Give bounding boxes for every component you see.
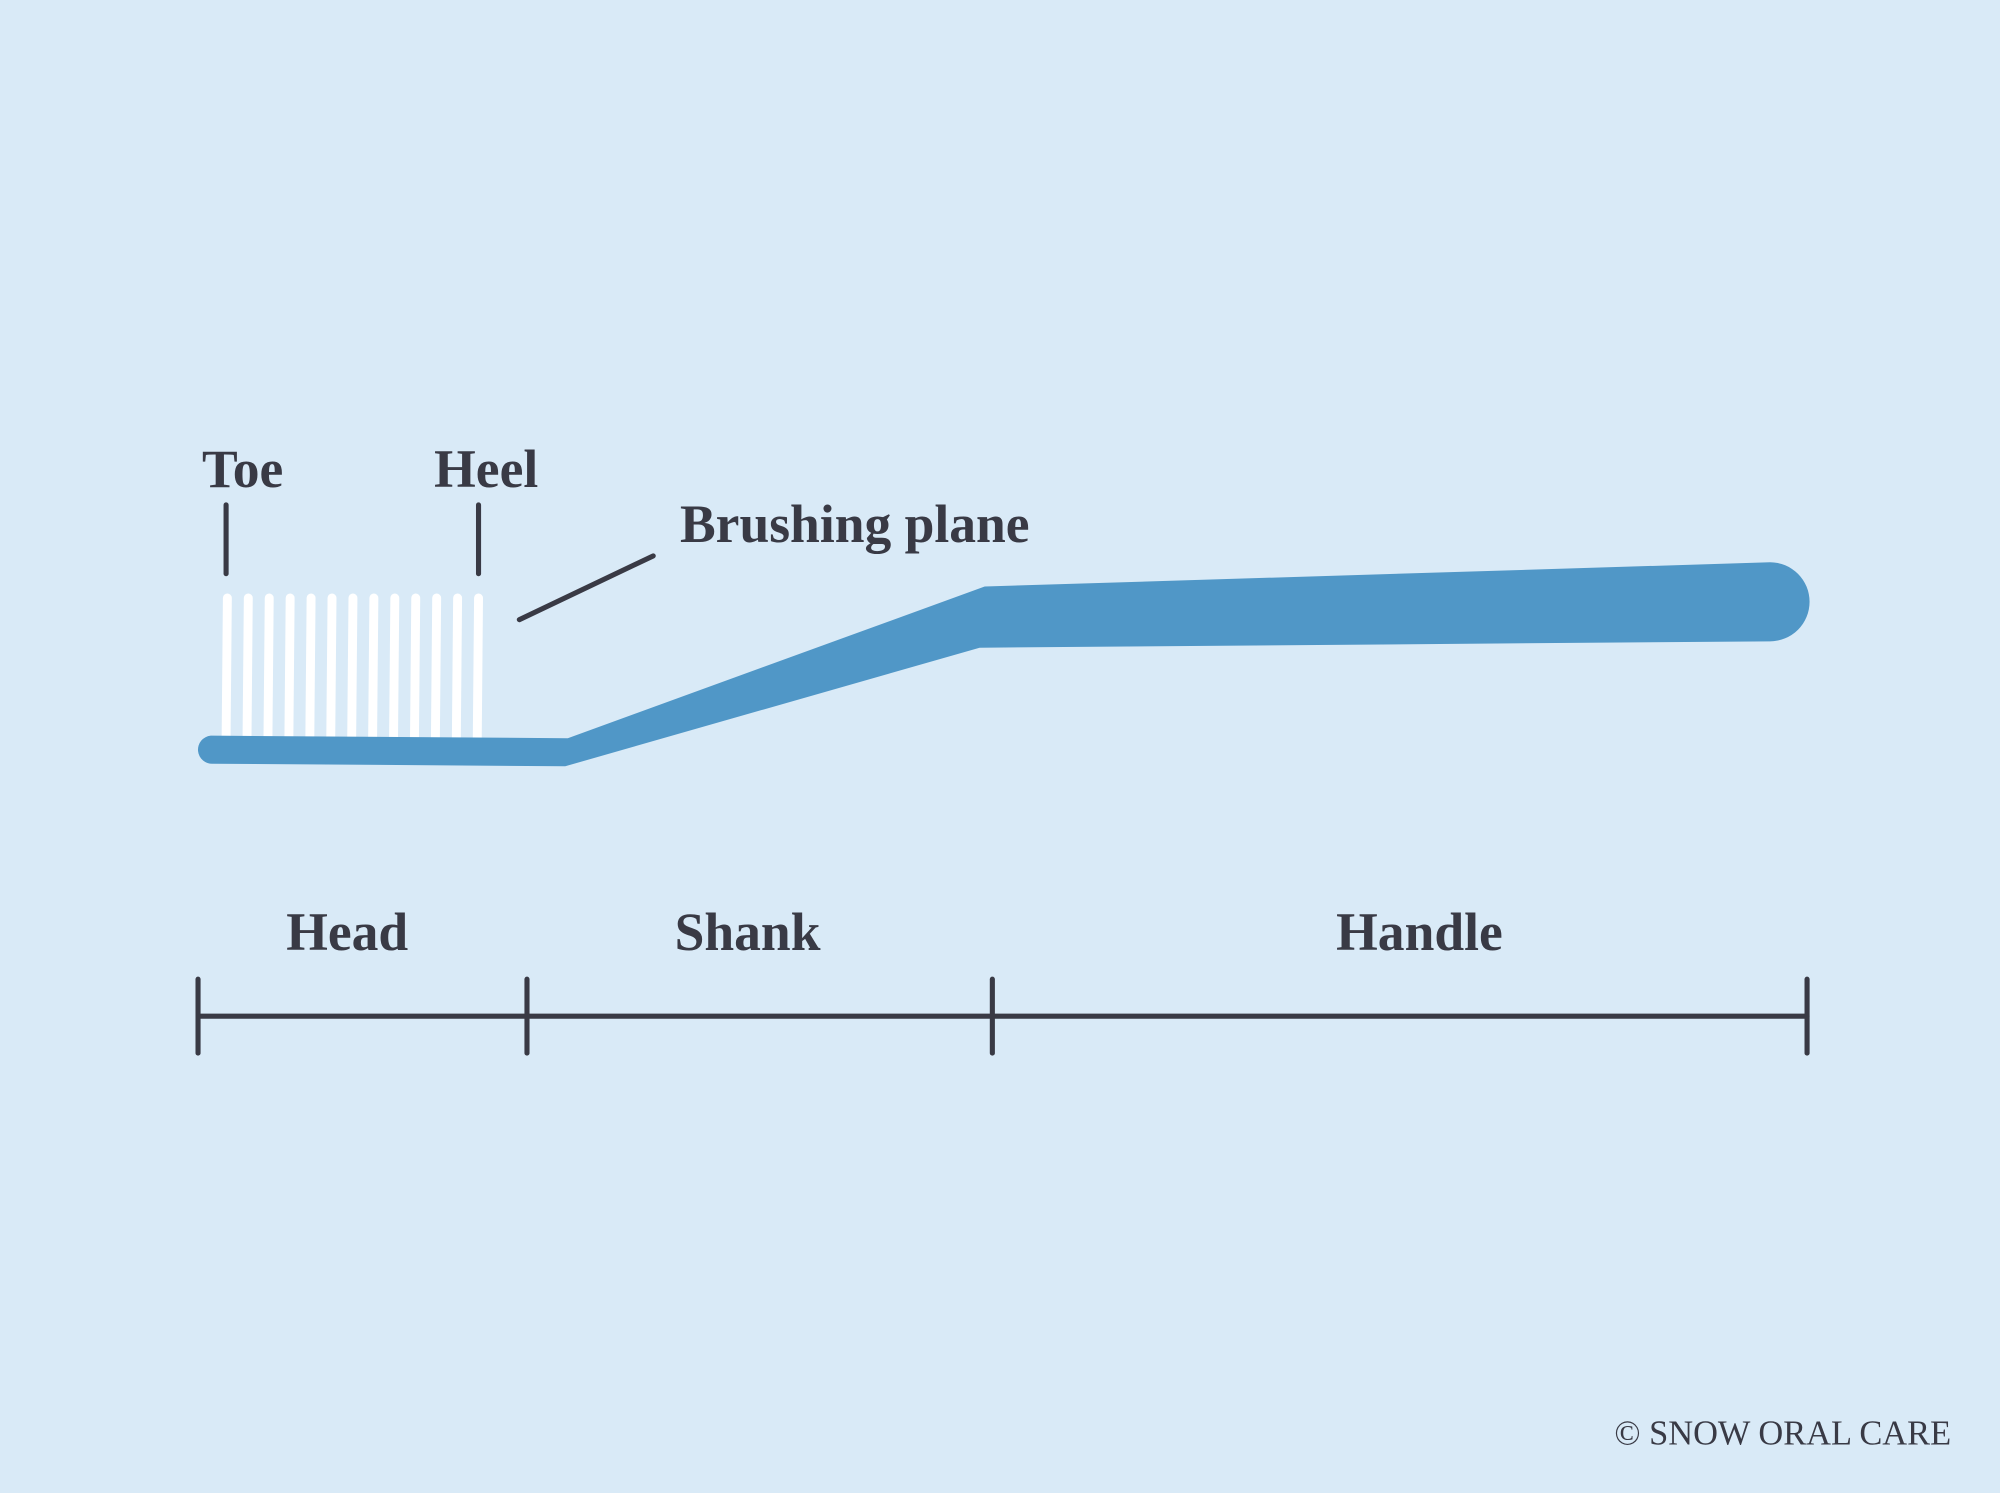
- toe-label: Toe: [202, 439, 283, 499]
- bristle: [221, 593, 232, 744]
- shank-label: Shank: [675, 902, 821, 962]
- bristle: [389, 593, 400, 744]
- bristle: [263, 593, 274, 744]
- bristle: [472, 593, 483, 744]
- bristle: [368, 593, 379, 744]
- bristle: [347, 593, 358, 744]
- toothbrush-body: [197, 562, 1810, 767]
- heel-label: Heel: [434, 439, 538, 499]
- section-scale: [195, 976, 1810, 1056]
- brushing-plane-label: Brushing plane: [680, 494, 1030, 554]
- bristle: [451, 593, 463, 744]
- bristle: [326, 593, 337, 744]
- bristle: [430, 593, 442, 744]
- bristle: [242, 593, 253, 744]
- copyright: © SNOW ORAL CARE: [1614, 1415, 1951, 1453]
- handle-label: Handle: [1336, 902, 1503, 962]
- bristle: [284, 593, 295, 744]
- bristles: [221, 593, 483, 744]
- bristle: [410, 593, 421, 744]
- head-label: Head: [286, 902, 408, 962]
- brushing-plane-pointer: [516, 553, 656, 623]
- bristle: [305, 593, 316, 744]
